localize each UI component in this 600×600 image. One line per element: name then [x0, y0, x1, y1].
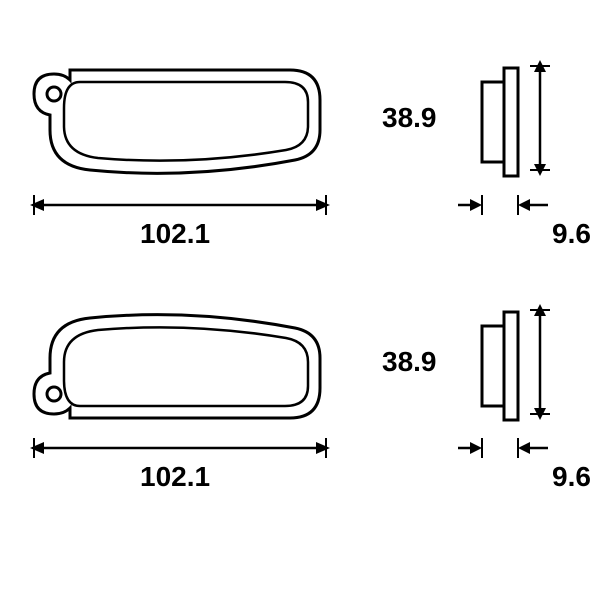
- brake-pad-top-front: [30, 60, 330, 210]
- dim-bottom-width: [30, 438, 330, 458]
- label-top-height: 38.9: [382, 102, 437, 134]
- dim-top-thickness: [458, 195, 548, 215]
- label-top-thickness: 9.6: [552, 218, 591, 250]
- brake-pad-bottom-side: [470, 298, 530, 448]
- label-bottom-width: 102.1: [140, 461, 210, 493]
- brake-pad-diagram: 38.9 102.1 9.6 38.9: [0, 0, 600, 600]
- dim-bottom-thickness: [458, 438, 548, 458]
- brake-pad-top-side: [470, 58, 530, 208]
- label-bottom-height: 38.9: [382, 346, 437, 378]
- dim-bottom-height: [530, 298, 550, 426]
- label-bottom-thickness: 9.6: [552, 461, 591, 493]
- label-top-width: 102.1: [140, 218, 210, 250]
- dim-top-height: [530, 58, 550, 178]
- brake-pad-bottom-front: [30, 300, 330, 450]
- dim-top-width: [30, 195, 330, 215]
